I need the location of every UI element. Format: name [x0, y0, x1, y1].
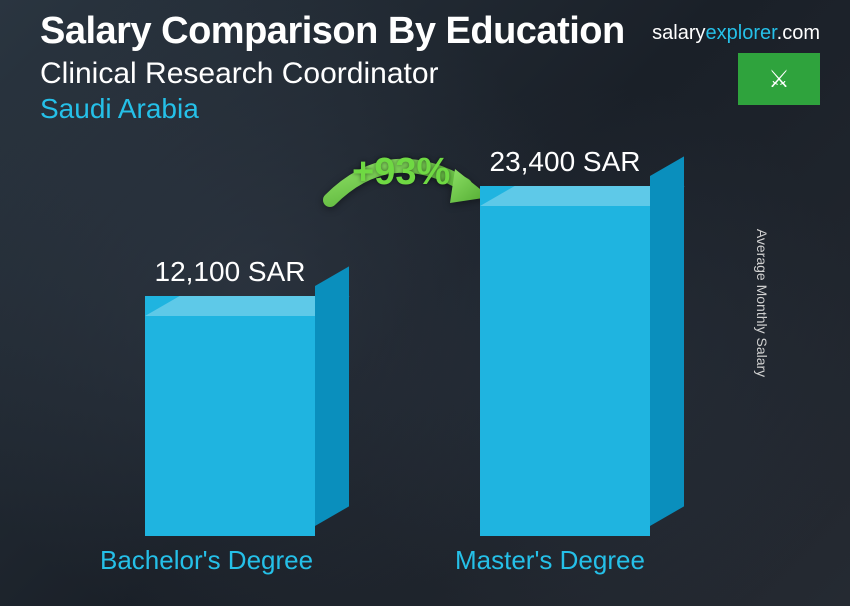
bar-bachelors: 12,100 SAR — [145, 256, 315, 536]
bar-side-face — [315, 266, 349, 526]
chart-container: Salary Comparison By Education Clinical … — [0, 0, 850, 606]
flag-symbol: ⚔ — [768, 65, 790, 94]
brand-block: salaryexplorer.com ⚔ — [652, 22, 820, 105]
brand-mid: explorer — [706, 22, 777, 44]
bar-front-face — [480, 186, 650, 536]
category-label: Master's Degree — [455, 545, 645, 576]
bar-side-face — [650, 156, 684, 526]
category-label: Bachelor's Degree — [100, 545, 313, 576]
bar-3d-shape — [145, 296, 315, 536]
brand-prefix: salary — [652, 22, 705, 44]
bar-3d-shape — [480, 186, 650, 536]
bar-front-face — [145, 296, 315, 536]
chart-area: 12,100 SAR 23,400 SAR Bachelor's Degree … — [40, 156, 790, 586]
brand-suffix: .com — [777, 22, 820, 44]
bar-masters: 23,400 SAR — [480, 146, 650, 536]
increase-percent: +93% — [352, 151, 450, 194]
flag-icon: ⚔ — [738, 53, 820, 105]
bar-value-label: 23,400 SAR — [490, 146, 641, 178]
bar-value-label: 12,100 SAR — [155, 256, 306, 288]
brand-name: salaryexplorer.com — [652, 22, 820, 45]
